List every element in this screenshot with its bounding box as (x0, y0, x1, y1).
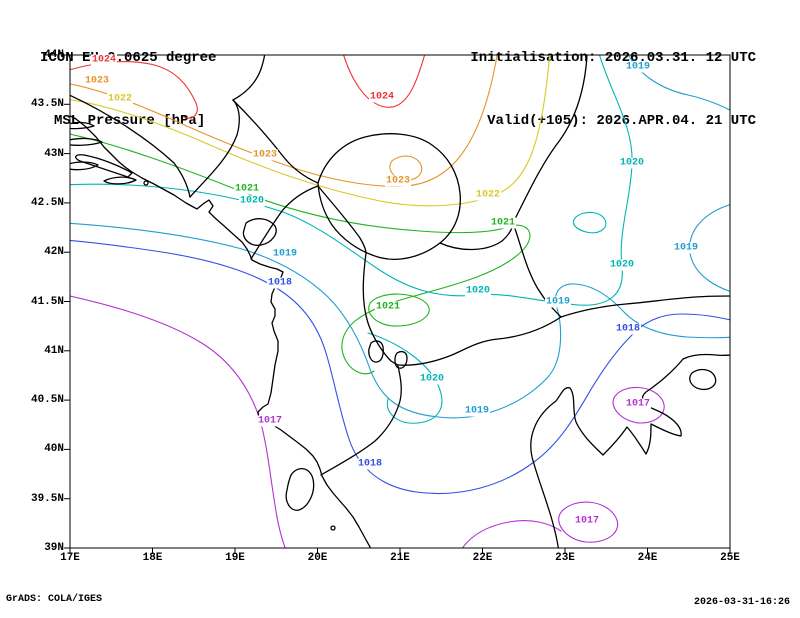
contour-label-1017: 1017 (256, 415, 284, 427)
y-tick-label: 39N (44, 542, 64, 554)
border-bosnia-montenegro (189, 99, 240, 198)
contour-label-1018: 1018 (356, 458, 384, 470)
y-tick-label: 41N (44, 344, 64, 357)
coastline-aegean-chalkidiki (530, 353, 730, 548)
y-tick-label: 43N (44, 147, 64, 160)
coastline-adriatic (70, 114, 371, 548)
border-albania-kosovo (317, 185, 367, 254)
contour-1019-c (70, 222, 730, 419)
y-tick-label: 39.5N (30, 492, 64, 505)
border-serbia-bulgaria (512, 55, 588, 224)
contour-1020-loop (572, 211, 607, 234)
x-tick-label: 23E (555, 552, 575, 564)
border-macedonia-bulgaria (512, 222, 562, 318)
contour-label-1021: 1021 (374, 301, 402, 313)
x-tick-label: 21E (390, 552, 410, 564)
contour-label-1020: 1020 (418, 373, 446, 385)
contour-1017-loop-east (612, 386, 665, 424)
contour-1017-a (70, 295, 286, 548)
contour-label-1017: 1017 (624, 398, 652, 410)
valid-time-label: Valid(+105): 2026.APR.04. 21 UTC (487, 113, 756, 129)
contour-1020-a (70, 55, 633, 306)
island-thasos (689, 368, 717, 391)
init-time-label: Initialisation: 2026.03.31. 12 UTC (470, 50, 756, 66)
island-korcula (70, 161, 99, 171)
island-peljesac (74, 154, 133, 178)
contour-label-1021: 1021 (233, 183, 261, 195)
border-greece-macedonia (397, 316, 562, 366)
contour-1019-a (627, 55, 730, 111)
border-greece-albania (320, 365, 402, 476)
border-greece-bulgaria (560, 295, 730, 318)
border-montenegro-albania (250, 185, 319, 260)
contour-1023-a (70, 55, 498, 187)
contour-label-1020: 1020 (464, 285, 492, 297)
y-tick-label: 40.5N (30, 394, 64, 407)
contour-1017-loop-south (558, 501, 619, 543)
contour-label-1018: 1018 (266, 277, 294, 289)
contour-label-1019: 1019 (271, 248, 299, 260)
x-tick-label: 22E (472, 552, 493, 564)
contour-label-1019: 1019 (544, 296, 572, 308)
contour-label-1024: 1024 (90, 54, 118, 66)
contour-label-1023: 1023 (384, 175, 412, 187)
lake-scutari (242, 218, 277, 246)
contour-label-1024: 1024 (368, 91, 396, 103)
contour-1021-loop (368, 293, 430, 327)
x-tick-label: 25E (720, 552, 740, 564)
contour-1018-a (70, 239, 730, 495)
contour-label-1020: 1020 (608, 259, 636, 271)
lake-prespa (394, 351, 408, 369)
header-right: Initialisation: 2026.03.31. 12 UTC Valid… (470, 6, 756, 174)
contour-label-1022: 1022 (106, 93, 134, 105)
lake-ohrid (368, 340, 384, 363)
contour-1023-loop (389, 155, 423, 181)
contour-1024-b (343, 55, 426, 108)
y-tick-label: 43.5N (30, 98, 64, 111)
y-tick-label: 42.5N (30, 196, 64, 209)
contour-label-1023: 1023 (83, 75, 111, 87)
border-croatia-bosnia (70, 94, 191, 198)
axis-ticks (64, 54, 731, 554)
x-tick-label: 17E (60, 552, 80, 564)
island-sipan (143, 180, 149, 186)
y-tick-label: 40N (44, 443, 64, 456)
x-tick-label: 18E (142, 552, 163, 564)
y-tick-label: 42N (44, 246, 64, 259)
y-tick-label: 44N (44, 49, 64, 61)
x-tick-label: 24E (637, 552, 658, 564)
grads-credit: GrADS: COLA/IGES (6, 594, 103, 605)
x-tick-label: 20E (307, 552, 328, 564)
border-kosovo (317, 133, 461, 260)
contour-1017-b (461, 520, 562, 548)
contour-label-1019: 1019 (624, 61, 652, 73)
x-tick-label: 19E (225, 552, 245, 564)
creation-timestamp: 2026-03-31-16:26 (693, 597, 790, 608)
border-montenegro-serbia (232, 99, 319, 184)
border-bosnia-serbia (232, 55, 266, 101)
contour-label-1020: 1020 (618, 157, 646, 169)
contour-label-1017: 1017 (573, 515, 601, 527)
contour-label-1022: 1022 (474, 189, 502, 201)
map-outlines (70, 55, 730, 548)
contour-1020-b (367, 332, 443, 424)
island-brac (70, 121, 95, 130)
island-paxos (330, 525, 336, 531)
contour-label-1019: 1019 (672, 242, 700, 254)
contour-label-1021: 1021 (489, 217, 517, 229)
contour-1022-a (70, 55, 551, 207)
contour-label-1019: 1019 (463, 405, 491, 417)
border-albania-macedonia (362, 252, 399, 366)
island-hvar (70, 137, 103, 146)
contour-label-1018: 1018 (614, 323, 642, 335)
island-mljet (103, 176, 137, 185)
contour-label-1023: 1023 (251, 149, 279, 161)
y-tick-label: 41.5N (30, 295, 64, 308)
contour-1024-a (70, 60, 198, 119)
contour-label-1020: 1020 (238, 195, 266, 207)
island-corfu (285, 468, 315, 511)
